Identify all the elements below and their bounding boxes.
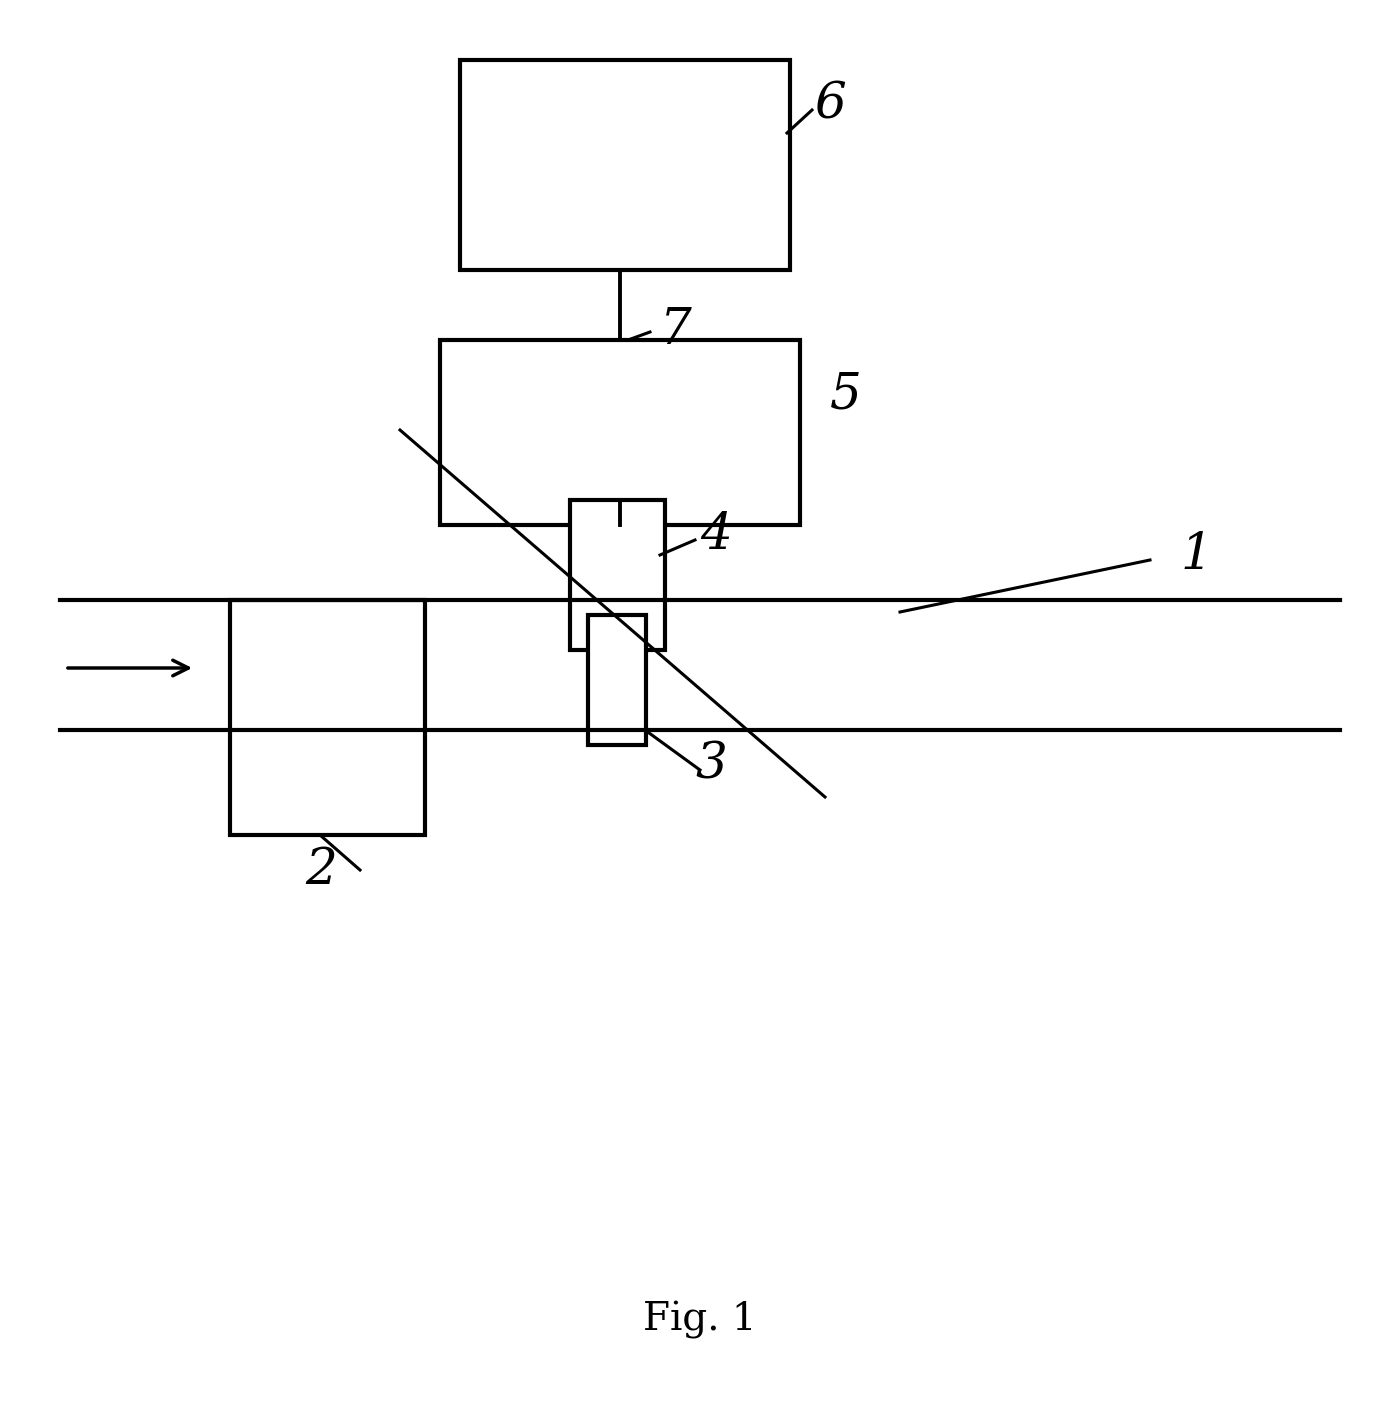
Text: 1: 1: [1180, 531, 1212, 579]
Text: 3: 3: [694, 740, 727, 790]
Bar: [461, 60, 790, 270]
Bar: [230, 601, 426, 835]
Text: 2: 2: [305, 845, 337, 895]
Bar: [588, 615, 645, 746]
Bar: [440, 340, 799, 525]
Text: 6: 6: [815, 80, 847, 129]
Text: 4: 4: [700, 511, 732, 559]
Text: 5: 5: [830, 370, 862, 420]
Bar: [570, 499, 665, 650]
Text: 7: 7: [659, 306, 692, 354]
Text: Fig. 1: Fig. 1: [643, 1301, 757, 1339]
